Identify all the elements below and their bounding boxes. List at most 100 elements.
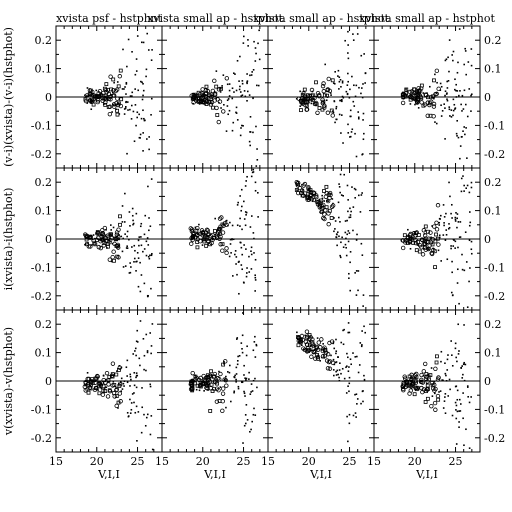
data-point — [456, 389, 459, 392]
data-point — [347, 80, 349, 83]
data-point — [338, 369, 341, 371]
panel-r2-c0: -0.2 -0.1 0 0.1 0.2 15 20 25 V,I,I — [31, 309, 163, 481]
data-point — [346, 415, 348, 418]
data-point — [198, 223, 200, 226]
data-point — [349, 214, 352, 216]
data-point — [440, 260, 442, 262]
data-point — [112, 103, 114, 106]
data-point — [114, 236, 120, 241]
data-point — [236, 204, 239, 206]
data-point — [411, 241, 416, 245]
data-point — [126, 411, 129, 414]
data-point — [456, 135, 458, 137]
data-point — [143, 354, 146, 357]
data-point — [416, 233, 421, 237]
data-point — [118, 214, 122, 219]
data-point — [111, 91, 114, 94]
data-point — [238, 354, 241, 357]
data-point — [220, 242, 225, 247]
data-point — [129, 373, 132, 376]
data-point — [433, 366, 438, 371]
data-point — [455, 385, 458, 388]
data-point — [348, 277, 350, 280]
data-point — [451, 364, 454, 367]
data-point — [195, 245, 200, 250]
data-point — [252, 131, 254, 134]
data-point — [114, 372, 119, 377]
data-point — [214, 233, 217, 236]
data-point — [357, 111, 360, 113]
data-point — [338, 88, 340, 90]
data-point — [463, 63, 465, 66]
data-point — [414, 387, 419, 392]
data-point — [220, 87, 222, 90]
data-point — [350, 115, 352, 118]
panel-title: xvista psf - hstphot — [56, 12, 162, 25]
data-point — [232, 72, 235, 75]
data-point — [239, 195, 241, 197]
data-point — [125, 93, 127, 95]
data-point — [442, 234, 445, 236]
data-point — [95, 99, 101, 105]
data-point — [146, 237, 149, 239]
data-point — [342, 194, 344, 197]
data-point — [243, 364, 245, 367]
data-point — [450, 291, 453, 294]
data-point — [460, 190, 463, 193]
data-point — [144, 424, 147, 427]
data-point — [333, 100, 336, 102]
data-point — [138, 136, 141, 139]
data-point — [304, 334, 306, 337]
data-point — [309, 345, 312, 347]
data-point — [198, 100, 203, 105]
data-point — [451, 260, 453, 263]
data-point — [112, 258, 116, 263]
data-point — [318, 198, 321, 201]
data-point — [320, 97, 325, 102]
data-point — [254, 307, 256, 309]
data-point — [93, 242, 98, 247]
data-point — [223, 103, 225, 106]
scatter-points — [189, 29, 261, 167]
data-point — [136, 251, 139, 254]
data-point — [456, 282, 459, 284]
row-y-label: (v-i)(xvista)-(v-i)(hstphot) — [2, 27, 15, 167]
data-point — [346, 233, 349, 236]
data-point — [305, 97, 310, 102]
data-point — [468, 447, 471, 449]
data-point — [254, 335, 256, 338]
data-point — [246, 175, 248, 178]
data-point — [424, 229, 427, 232]
data-point — [248, 255, 250, 258]
data-point — [463, 361, 465, 364]
data-point — [303, 348, 305, 351]
data-point — [439, 82, 442, 85]
data-point — [231, 87, 234, 90]
data-point — [444, 239, 447, 241]
data-point — [451, 354, 453, 356]
data-point — [240, 209, 243, 212]
data-point — [452, 294, 454, 296]
data-point — [254, 356, 257, 358]
data-point — [304, 342, 310, 348]
data-point — [142, 41, 145, 44]
data-point — [415, 376, 417, 379]
data-point — [225, 406, 227, 409]
data-point — [454, 108, 456, 110]
data-point — [211, 105, 215, 110]
y-tick-label: -0.1 — [484, 403, 505, 416]
data-point — [229, 243, 232, 245]
data-point — [445, 58, 448, 61]
data-point — [355, 393, 358, 396]
scatter-points — [294, 173, 365, 307]
data-point — [363, 378, 366, 381]
data-point — [139, 133, 142, 136]
data-point — [210, 237, 215, 243]
data-point — [203, 98, 205, 101]
data-point — [83, 388, 88, 393]
data-point — [239, 134, 242, 137]
data-point — [136, 260, 138, 263]
data-point — [215, 238, 218, 241]
data-point — [351, 186, 353, 188]
data-point — [115, 102, 121, 108]
